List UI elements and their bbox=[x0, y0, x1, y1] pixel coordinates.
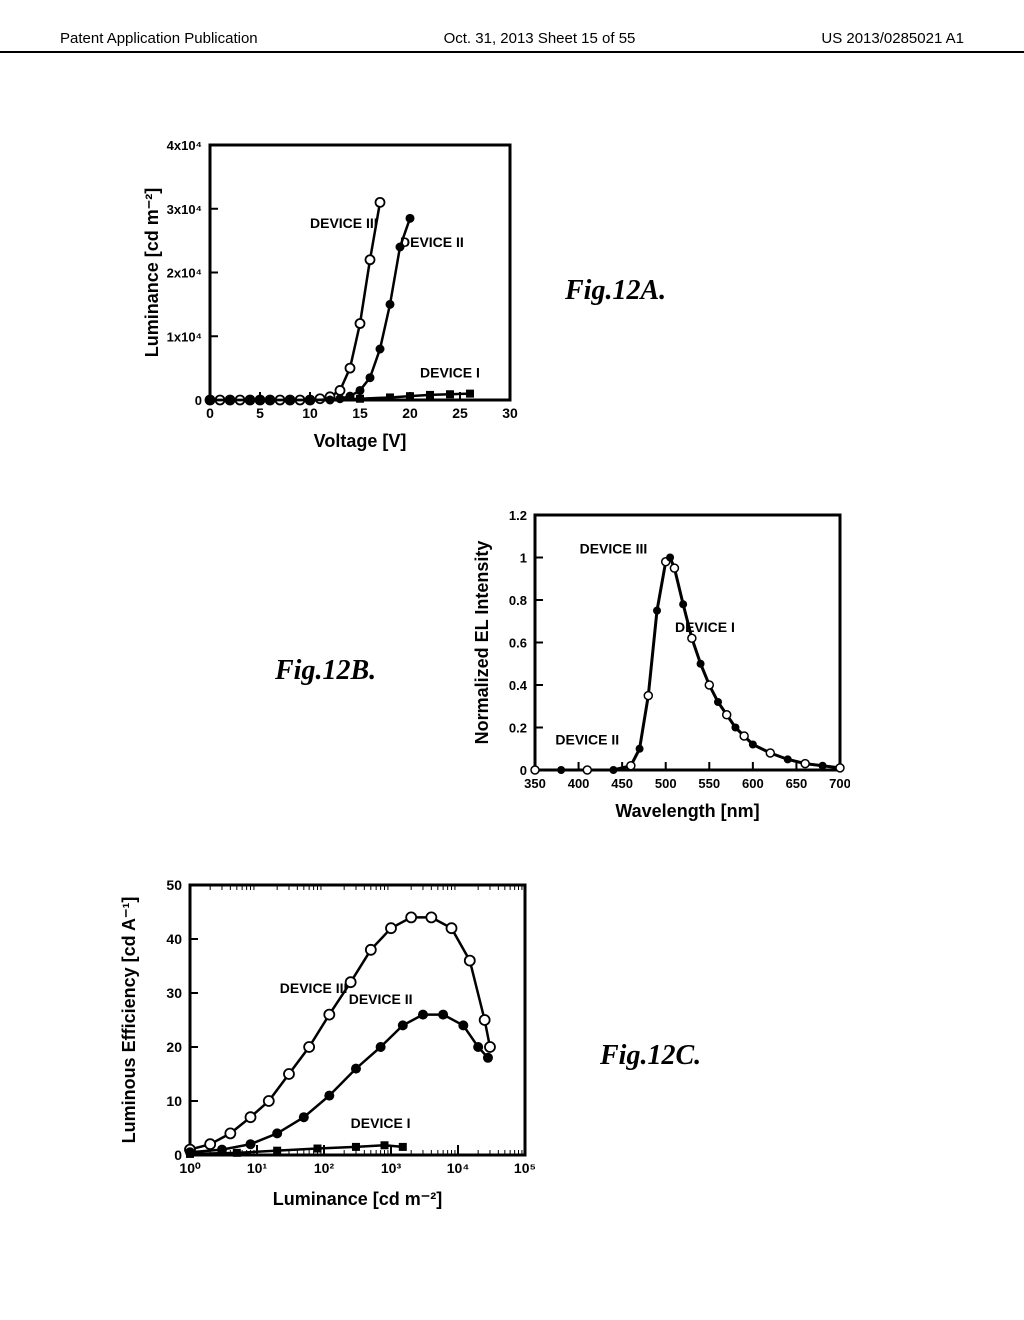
svg-text:500: 500 bbox=[655, 776, 677, 791]
svg-text:400: 400 bbox=[568, 776, 590, 791]
svg-text:10²: 10² bbox=[314, 1160, 335, 1176]
svg-text:1: 1 bbox=[520, 551, 527, 566]
svg-text:10⁵: 10⁵ bbox=[514, 1160, 535, 1176]
svg-text:40: 40 bbox=[166, 931, 182, 947]
svg-text:0.8: 0.8 bbox=[509, 593, 527, 608]
svg-text:10³: 10³ bbox=[381, 1160, 402, 1176]
svg-text:DEVICE II: DEVICE II bbox=[349, 991, 413, 1007]
figure-12c: 10⁰ 10¹ 10² 10³ 10⁴ 10⁵ 0 10 20 30 40 50 Luminance [… bbox=[115, 875, 535, 1215]
svg-text:10: 10 bbox=[302, 405, 318, 421]
svg-text:10: 10 bbox=[166, 1093, 182, 1109]
svg-text:DEVICE I: DEVICE I bbox=[351, 1115, 411, 1131]
chart-12c-svg: 10⁰ 10¹ 10² 10³ 10⁴ 10⁵ 0 10 20 30 40 50 Luminance [… bbox=[115, 875, 535, 1215]
svg-text:0.6: 0.6 bbox=[509, 636, 527, 651]
svg-text:650: 650 bbox=[786, 776, 808, 791]
svg-text:0.2: 0.2 bbox=[509, 721, 527, 736]
chart-12a-svg: 0 5 10 15 20 25 30 0 1x10⁴ 2x10⁴ 3x10⁴ 4x10⁴ Voltage… bbox=[140, 135, 520, 455]
svg-text:5: 5 bbox=[256, 405, 264, 421]
svg-text:DEVICE I: DEVICE I bbox=[675, 619, 735, 635]
svg-text:2x10⁴: 2x10⁴ bbox=[167, 266, 202, 281]
header-right: US 2013/0285021 A1 bbox=[821, 30, 964, 47]
svg-text:0: 0 bbox=[174, 1147, 182, 1163]
svg-text:550: 550 bbox=[698, 776, 720, 791]
svg-text:350: 350 bbox=[524, 776, 546, 791]
figure-12a-label: Fig.12A. bbox=[565, 275, 666, 307]
patent-header: Patent Application Publication Oct. 31, … bbox=[0, 30, 1024, 53]
svg-text:0: 0 bbox=[206, 405, 214, 421]
svg-text:450: 450 bbox=[611, 776, 633, 791]
svg-text:Voltage [V]: Voltage [V] bbox=[314, 431, 407, 451]
svg-text:DEVICE II: DEVICE II bbox=[555, 732, 619, 748]
svg-text:0.4: 0.4 bbox=[509, 678, 528, 693]
svg-text:0: 0 bbox=[520, 763, 527, 778]
svg-text:1.2: 1.2 bbox=[509, 508, 527, 523]
svg-text:DEVICE III: DEVICE III bbox=[310, 215, 378, 231]
chart-12b-svg: 350 400 450 500 550 600 650 700 0 0.2 0.4 0.6 0.8 1 1.… bbox=[470, 505, 850, 825]
header-center: Oct. 31, 2013 Sheet 15 of 55 bbox=[444, 30, 636, 47]
svg-text:20: 20 bbox=[166, 1039, 182, 1055]
svg-text:1x10⁴: 1x10⁴ bbox=[167, 329, 202, 344]
svg-text:10⁰: 10⁰ bbox=[179, 1160, 201, 1176]
svg-text:3x10⁴: 3x10⁴ bbox=[167, 202, 202, 217]
svg-text:Normalized EL Intensity: Normalized EL Intensity bbox=[472, 541, 492, 745]
svg-text:30: 30 bbox=[166, 985, 182, 1001]
svg-text:50: 50 bbox=[166, 877, 182, 893]
header-left: Patent Application Publication bbox=[60, 30, 258, 47]
svg-text:10⁴: 10⁴ bbox=[447, 1160, 470, 1176]
svg-text:Luminance [cd m⁻²]: Luminance [cd m⁻²] bbox=[142, 188, 162, 358]
svg-text:DEVICE II: DEVICE II bbox=[400, 234, 464, 250]
svg-text:DEVICE III: DEVICE III bbox=[280, 980, 348, 996]
figure-12b-label: Fig.12B. bbox=[275, 655, 376, 687]
svg-text:0: 0 bbox=[195, 393, 202, 408]
svg-text:700: 700 bbox=[829, 776, 850, 791]
svg-text:DEVICE III: DEVICE III bbox=[580, 540, 648, 556]
figure-12c-label: Fig.12C. bbox=[600, 1040, 701, 1072]
svg-text:10¹: 10¹ bbox=[247, 1160, 268, 1176]
figure-12a: 0 5 10 15 20 25 30 0 1x10⁴ 2x10⁴ 3x10⁴ 4x10⁴ Voltage… bbox=[140, 135, 520, 455]
svg-text:25: 25 bbox=[452, 405, 468, 421]
svg-text:4x10⁴: 4x10⁴ bbox=[167, 138, 202, 153]
svg-text:Luminance [cd m⁻²]: Luminance [cd m⁻²] bbox=[273, 1189, 443, 1209]
svg-text:600: 600 bbox=[742, 776, 764, 791]
svg-text:15: 15 bbox=[352, 405, 368, 421]
svg-text:Luminous Efficiency [cd A⁻¹]: Luminous Efficiency [cd A⁻¹] bbox=[119, 897, 139, 1144]
svg-text:20: 20 bbox=[402, 405, 418, 421]
svg-text:30: 30 bbox=[502, 405, 518, 421]
figure-12b: 350 400 450 500 550 600 650 700 0 0.2 0.4 0.6 0.8 1 1.… bbox=[470, 505, 850, 825]
svg-text:DEVICE I: DEVICE I bbox=[420, 365, 480, 381]
svg-text:Wavelength [nm]: Wavelength [nm] bbox=[615, 801, 759, 821]
